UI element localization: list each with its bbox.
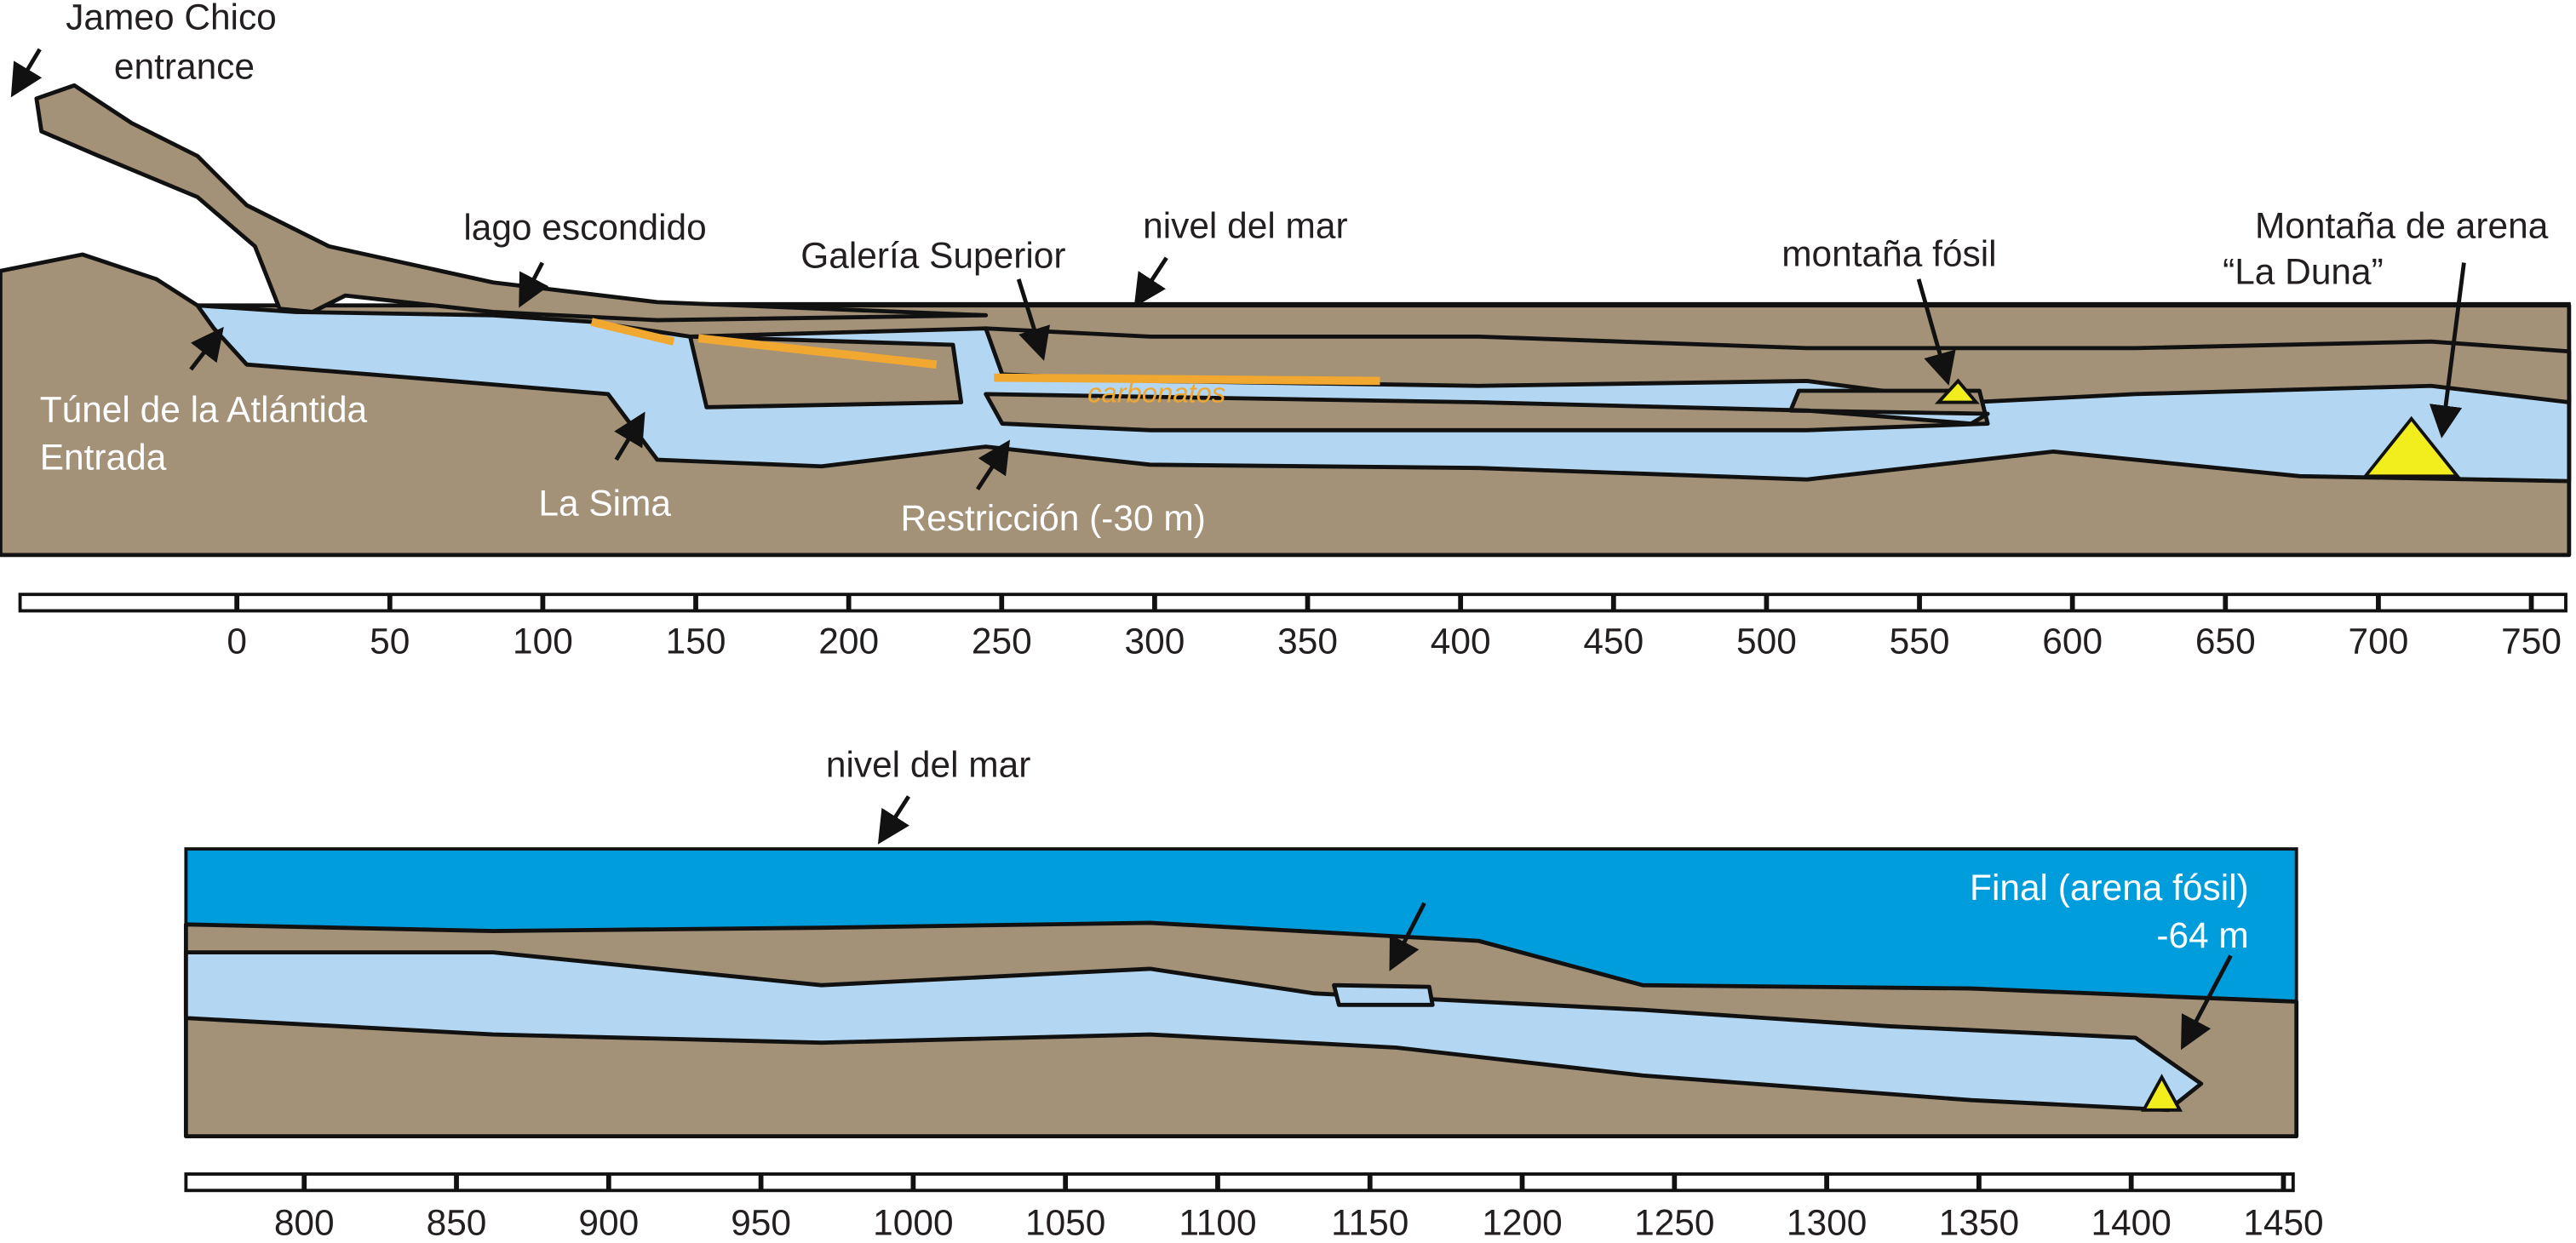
label: Túnel de la Atlántida [40,390,368,430]
arrow [1916,278,1956,386]
arrow [614,411,645,461]
label: nivel del mar [826,744,1030,784]
carbonate-layer [590,318,1380,386]
upper-pocket [1332,982,1435,1007]
scale-tick-label: 350 [1277,622,1338,662]
label: carbonatos [1087,377,1225,409]
upper-profile: Jameo Chico entrance lago escondido Gale… [0,0,2572,662]
scale-tick-label: 1200 [1482,1202,1562,1242]
arrow [2429,262,2466,438]
label: Entrada [40,438,167,478]
label: Jameo Chico [66,0,277,37]
scale-tick-label: 1450 [2243,1202,2323,1242]
cave-passage [183,950,2204,1113]
label: Final (arena fósil) [1970,868,2249,908]
scale-tick-label: 800 [274,1202,335,1242]
arrow [1016,278,1051,361]
label: lago escondido [463,208,706,248]
scale-ticks: 800 850 900 950 1000 1050 1100 1150 1200 1250 1300… [274,1173,2324,1242]
scale-tick-label: 700 [2349,622,2409,662]
scale-tick-label: 150 [666,622,726,662]
scale-bar [184,1172,2295,1193]
dune [2361,415,2461,478]
scale-tick-label: 300 [1125,622,1185,662]
scale-tick-label: 1150 [1331,1202,1408,1242]
arrow [189,326,224,371]
scale-tick-label: 500 [1736,622,1797,662]
label: “La Duna” [2223,252,2384,292]
arrow [877,795,911,845]
label: La Sima [538,484,671,524]
scale-tick-label: 1400 [2091,1202,2171,1242]
label: nivel del mar [1143,206,1348,246]
scale-tick-label: 1250 [1634,1202,1714,1242]
scale-tick-label: 850 [427,1202,487,1242]
pillar [688,334,964,410]
scale-tick-label: 900 [578,1202,639,1242]
scale-tick-label: 550 [1890,622,1950,662]
fossil-mound [1934,378,1980,404]
arrow [1133,256,1168,308]
scale-tick-label: 1350 [1939,1202,2019,1242]
scale-tick-label: 950 [731,1202,791,1242]
entrance-arm [34,83,989,323]
scale-tick-label: 200 [818,622,879,662]
label: Montaña de arena [2255,206,2549,246]
scale-tick-label: 650 [2195,622,2256,662]
arrow [2181,954,2233,1051]
arrow [519,261,549,308]
scale-ticks: 0 50 100 150 200 250 300 350 400 450 500 550 600 650 7… [227,594,2562,662]
label: Restricción (-30 m) [901,498,1206,538]
lower-profile: nivel del mar Final (arena fósil) -64 m … [183,744,2324,1242]
scale-tick-label: 250 [972,622,1032,662]
scale-tick-label: 600 [2042,622,2103,662]
scale-tick-label: 450 [1583,622,1644,662]
label: Galería Superior [800,235,1065,275]
scale-tick-label: 50 [370,622,410,662]
label: montaña fósil [1781,233,1996,273]
scale-tick-label: 400 [1431,622,1491,662]
scale-tick-label: 0 [227,622,247,662]
arrow [10,48,43,98]
arrow [1389,902,1426,971]
scale-tick-label: 100 [513,622,573,662]
scale-tick-label: 1000 [873,1202,953,1242]
arrow [975,439,1011,491]
floor-ridge [984,388,1990,432]
scale-bar [18,593,2567,613]
scale-tick-label: 1050 [1025,1202,1105,1242]
fossil-sand [2141,1074,2183,1112]
label: -64 m [2156,915,2248,955]
scale-tick-label: 750 [2501,622,2562,662]
scale-tick-label: 1300 [1787,1202,1867,1242]
label: entrance [114,47,255,87]
scale-tick-label: 1100 [1179,1202,1256,1242]
